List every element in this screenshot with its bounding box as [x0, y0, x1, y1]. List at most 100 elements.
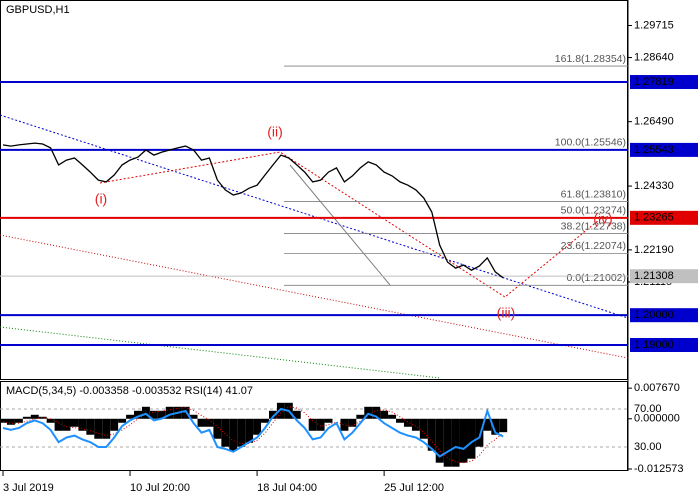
level-box	[630, 210, 698, 225]
x-tick-label: 3 Jul 2019	[3, 482, 54, 494]
macd-bar	[276, 402, 285, 419]
macd-bar	[38, 416, 47, 419]
wave-label: (i)	[95, 191, 107, 207]
macd-bar	[30, 414, 39, 419]
macd-bar	[268, 410, 277, 419]
macd-bar	[14, 418, 23, 423]
fib-label: 23.6(1.22074)	[561, 240, 626, 252]
macd-bar	[491, 418, 500, 435]
macd-bar	[435, 418, 444, 463]
macd-bar	[197, 418, 206, 427]
macd-bar	[308, 418, 317, 431]
fib-label: 161.8(1.28354)	[555, 53, 626, 65]
y2-tick-label: 70.00	[634, 403, 662, 415]
macd-bar	[451, 418, 460, 467]
chart-title: GBPUSD,H1	[6, 4, 70, 16]
y2-tick-label: 30.00	[634, 441, 662, 453]
y-tick-label: -0.012573	[634, 463, 684, 475]
macd-bar	[253, 418, 262, 435]
y-tick-label: 1.24330	[634, 180, 674, 192]
macd-bar	[411, 418, 420, 431]
macd-bar	[165, 406, 174, 419]
level-label: 1.20000	[634, 309, 674, 321]
macd-bar	[356, 414, 365, 419]
x-tick-label: 10 Jul 20:00	[130, 482, 190, 494]
level-box	[630, 75, 698, 90]
macd-bar	[380, 410, 389, 419]
level-label: 1.19000	[634, 339, 674, 351]
macd-bar	[396, 418, 404, 423]
macd-bar	[348, 418, 357, 427]
level-label: 1.27819	[634, 76, 674, 88]
fib-label: 100.0(1.25546)	[555, 137, 626, 149]
macd-bar	[403, 418, 412, 427]
wave-label: (iii)	[497, 305, 516, 321]
macd-bar	[483, 418, 492, 431]
main-panel	[0, 0, 628, 380]
level-box	[630, 142, 698, 157]
trend-line	[289, 164, 391, 286]
macd-bar	[427, 418, 436, 451]
y-tick-label: 1.26490	[634, 116, 674, 128]
macd-bar	[78, 418, 87, 431]
fib-label: 0.0(1.21002)	[566, 272, 626, 284]
macd-bar	[102, 418, 111, 439]
macd-bar	[213, 418, 222, 439]
y-tick-label: 0.007670	[634, 382, 680, 394]
macd-bar	[157, 410, 166, 419]
macd-bar	[324, 418, 333, 423]
macd-bar	[388, 414, 397, 419]
macd-bar	[62, 418, 71, 431]
price-line	[2, 142, 504, 279]
level-box	[630, 338, 698, 353]
y-tick-label: 0.000000	[634, 413, 680, 425]
x-tick-label: 25 Jul 12:00	[384, 482, 444, 494]
macd-bar	[372, 406, 381, 419]
macd-bar	[221, 418, 230, 447]
macd-bar	[205, 418, 214, 427]
macd-bar	[443, 418, 452, 467]
y-tick-label: 1.22190	[634, 244, 674, 256]
macd-bar	[118, 418, 127, 423]
y-tick-label: 1.29715	[634, 19, 674, 31]
macd-bar	[0, 418, 7, 423]
macd-bar	[459, 418, 468, 463]
macd-bar	[86, 418, 95, 435]
fib-label: 61.8(1.23810)	[561, 188, 626, 200]
macd-bar	[110, 418, 119, 431]
macd-bar	[70, 418, 79, 427]
signal-line	[2, 406, 504, 464]
level-label: 1.25543	[634, 144, 674, 156]
macd-bar	[149, 410, 158, 419]
indicator-title: MACD(5,34,5) -0.003358 -0.003532 RSI(14)…	[6, 385, 253, 397]
fib-label: 50.0(1.23274)	[561, 204, 626, 216]
macd-bar	[54, 418, 63, 431]
macd-bar	[46, 418, 55, 423]
macd-bar	[229, 418, 238, 451]
macd-bar	[189, 414, 198, 419]
level-label: 1.21308	[634, 270, 674, 282]
macd-bar	[94, 418, 103, 439]
y-tick-label: 1.28640	[634, 51, 674, 63]
macd-bar	[292, 410, 301, 419]
macd-bar	[419, 418, 428, 439]
fib-label: 38.2(1.22738)	[561, 220, 626, 232]
level-box	[630, 308, 698, 323]
level-label: 1.23265	[634, 212, 674, 224]
rsi-line	[2, 407, 504, 458]
wave-path	[99, 151, 606, 298]
macd-bar	[316, 418, 325, 431]
macd-bar	[126, 414, 135, 419]
trend-line	[0, 326, 441, 379]
macd-bar	[245, 418, 254, 443]
wave-label: (ii)	[267, 124, 283, 140]
macd-bar	[475, 418, 484, 447]
macd-bar	[499, 418, 508, 433]
macd-bar	[340, 418, 349, 431]
level-box	[630, 269, 698, 284]
macd-bar	[467, 418, 476, 459]
macd-bar	[6, 418, 15, 425]
trend-line	[0, 114, 629, 319]
macd-bar	[181, 406, 190, 419]
